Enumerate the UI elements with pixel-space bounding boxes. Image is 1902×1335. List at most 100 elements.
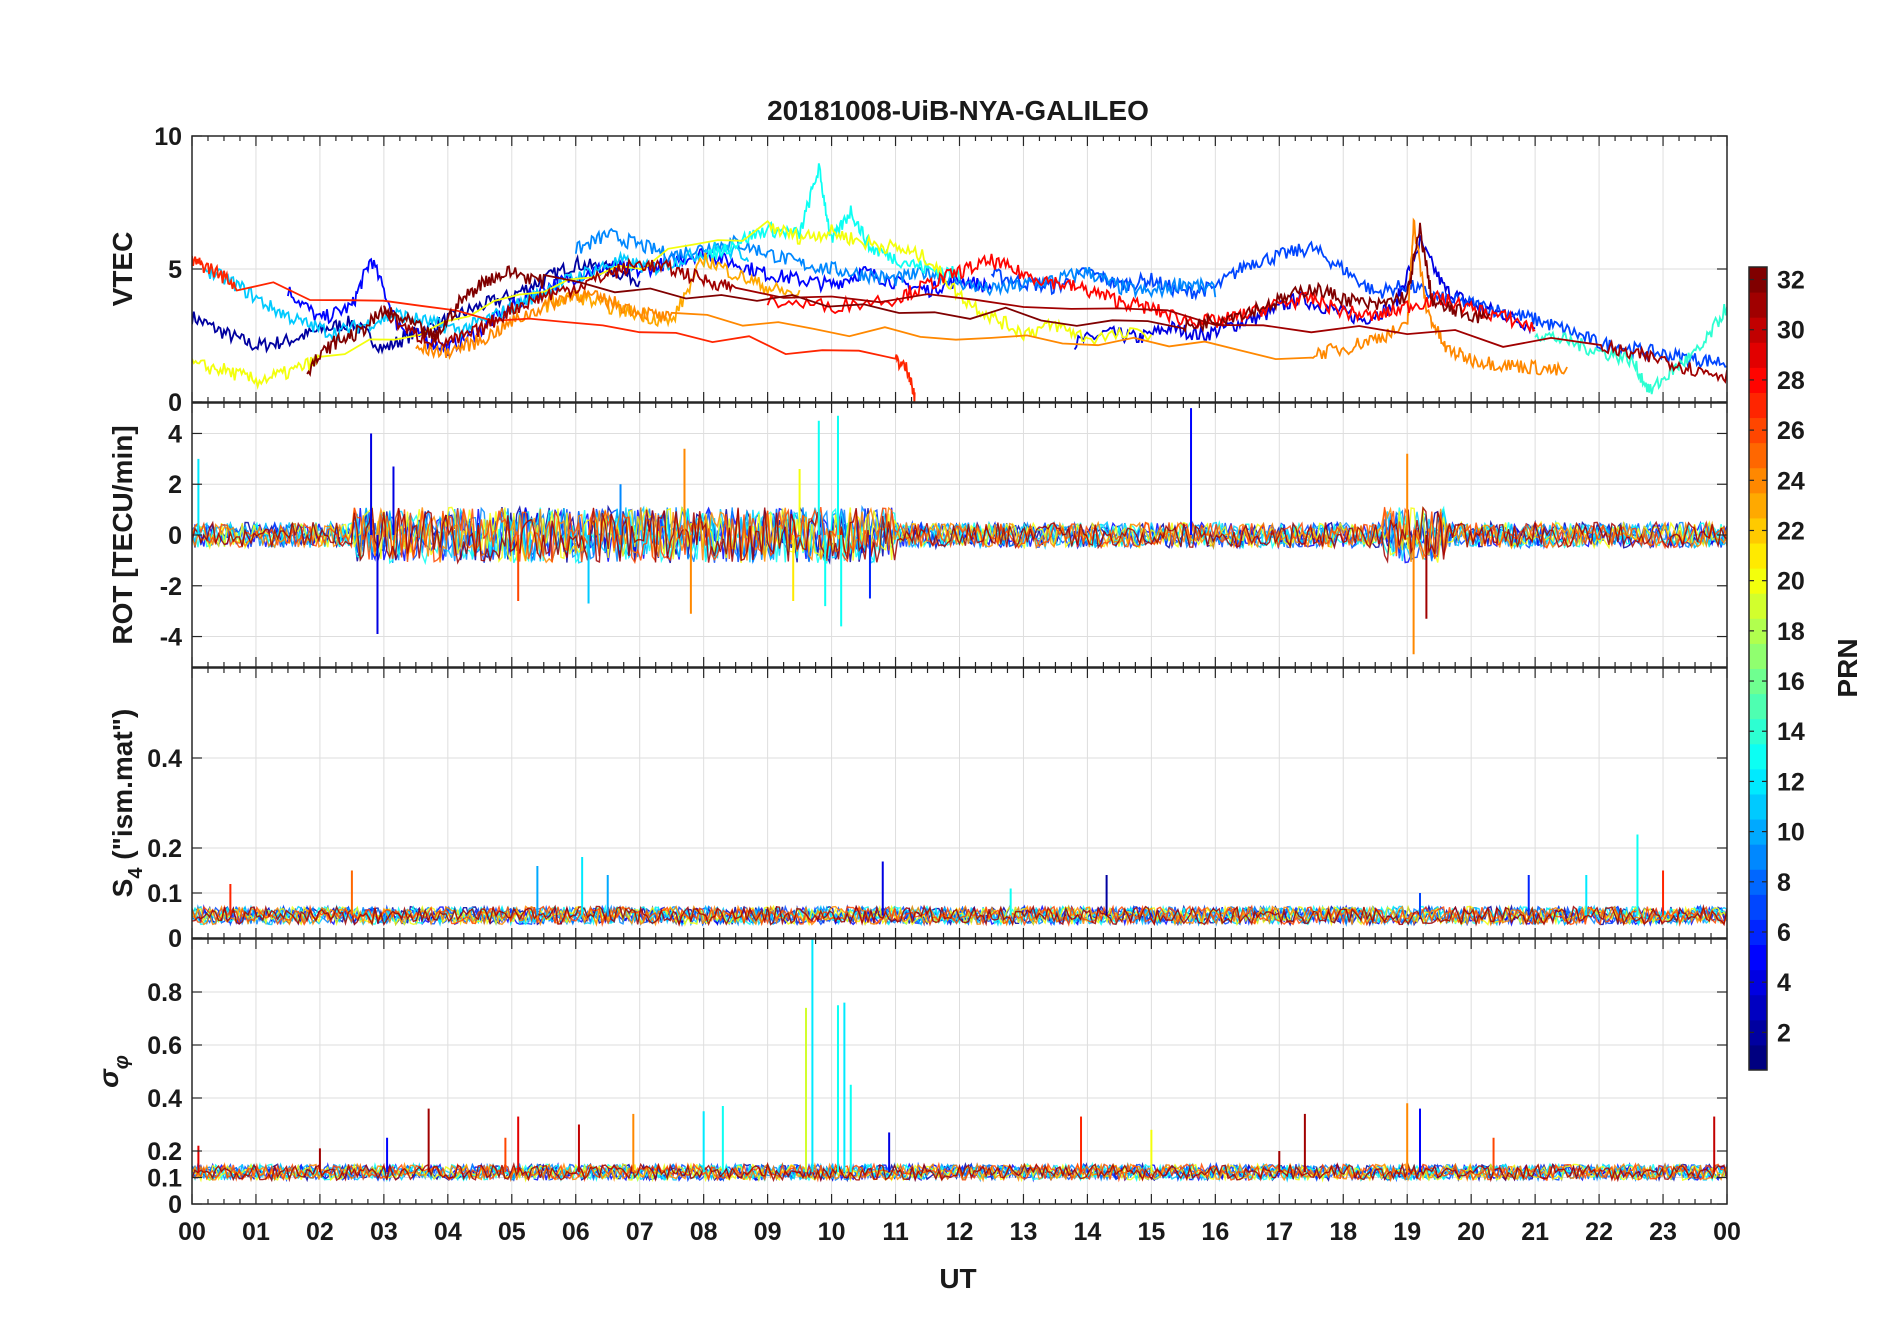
x-tick-label: 01 (242, 1218, 270, 1246)
colorbar-tick-label: 26 (1777, 417, 1805, 445)
x-tick-label: 15 (1137, 1218, 1165, 1246)
y-tick-label: 2 (168, 471, 182, 499)
x-tick-label: 11 (882, 1218, 909, 1246)
y-tick-label: 0.2 (147, 835, 182, 863)
colorbar-tick-label: 6 (1777, 919, 1791, 947)
colorbar-segment (1749, 643, 1767, 669)
x-axis-label: UT (939, 1263, 976, 1294)
y-label-main: S (107, 879, 138, 898)
colorbar-segment (1749, 1019, 1767, 1046)
x-tick-label: 17 (1265, 1218, 1293, 1246)
vtec-series-prn-32 (306, 222, 1491, 378)
x-tick-label: 13 (1010, 1218, 1038, 1246)
x-tick-label: 19 (1393, 1218, 1421, 1246)
vtec-series-prn-28 (766, 253, 1536, 333)
colorbar-segment (1749, 442, 1767, 469)
y-tick-label: 0 (168, 389, 182, 417)
y-axis-label-sigphi: σφ (93, 1055, 133, 1088)
colorbar-tick-label: 2 (1777, 1019, 1791, 1047)
colorbar-segment (1749, 342, 1767, 368)
trace-prn-31 (192, 505, 1727, 565)
vtec-series-prn-23 (542, 252, 801, 328)
trace-prn-31 (192, 1161, 1727, 1183)
vtec-series-prn-4 (1073, 233, 1536, 350)
y-label-subscript: 4 (125, 867, 147, 879)
colorbar-segment (1749, 768, 1767, 795)
x-tick-label: 20 (1457, 1218, 1485, 1246)
colorbar-tick-label: 16 (1777, 668, 1805, 696)
y-tick-label: 0.2 (147, 1138, 182, 1166)
colorbar-tick-label: 10 (1777, 819, 1805, 847)
y-tick-label: 4 (168, 420, 182, 448)
colorbar-label: PRN (1832, 638, 1863, 697)
colorbar-segment (1749, 894, 1767, 920)
colorbar-segment (1749, 819, 1767, 845)
chart-title: 20181008-UiB-NYA-GALILEO (767, 95, 1149, 126)
y-tick-label: 0.8 (147, 979, 182, 1007)
vtec-series-prn-27 (192, 255, 916, 402)
panel-s4: 00.10.20.4S4 ("ism.mat") (107, 667, 1728, 953)
vtec-series-prn-20 (192, 219, 1153, 390)
vtec-series-prn-31 (383, 257, 1727, 384)
colorbar-tick-label: 20 (1777, 568, 1805, 596)
colorbar-segment (1749, 844, 1767, 870)
x-tick-label: 08 (690, 1218, 718, 1246)
colorbar-frame (1748, 266, 1768, 1071)
y-tick-label: 0.1 (147, 880, 182, 908)
colorbar-segment (1749, 367, 1767, 393)
panel-sigphi: 00.10.2 0.4 0.6 0.8 σφ 00 01 02 03 04 05 06 07 08 09 10… (93, 938, 1741, 1246)
x-tick-label: 22 (1585, 1218, 1613, 1246)
colorbar-tick-label: 12 (1777, 768, 1805, 796)
colorbar-segment (1749, 568, 1767, 594)
colorbar-segment (1749, 492, 1767, 519)
colorbar-tick-label: 22 (1777, 517, 1805, 545)
panel-rot: -4 -2 0 2 4 ROT [TECU/min] (107, 402, 1728, 668)
colorbar-segment (1749, 869, 1767, 895)
x-tick-label: 02 (306, 1218, 334, 1246)
colorbar-tick-label: 28 (1777, 367, 1805, 395)
trace-prn-24 (192, 904, 1727, 927)
colorbar-segment (1749, 593, 1767, 619)
y-tick-label: 10 (154, 123, 182, 151)
x-tick-label: 05 (498, 1218, 526, 1246)
y-tick-label: 0 (168, 1191, 182, 1219)
x-tick-label: 06 (562, 1218, 590, 1246)
colorbar-segment (1749, 392, 1767, 419)
vtec-series-prn-24 (415, 217, 1568, 376)
colorbar-segment (1749, 267, 1767, 293)
trace-prn-20 (192, 904, 1727, 927)
trace-prn-26 (192, 1161, 1727, 1183)
colorbar-segment (1749, 668, 1767, 695)
x-tick-label: 21 (1521, 1218, 1549, 1246)
colorbar-segment (1749, 793, 1767, 820)
colorbar-tick-label: 14 (1777, 718, 1805, 746)
y-tick-label: 0.6 (147, 1032, 182, 1060)
vtec-series-prn-7 (990, 240, 1727, 370)
x-tick-label: 16 (1201, 1218, 1229, 1246)
colorbar-tick-label: 4 (1777, 969, 1791, 997)
x-tick-label: 23 (1649, 1218, 1677, 1246)
y-tick-label: 0.4 (147, 745, 182, 773)
x-tick-label: 18 (1329, 1218, 1357, 1246)
y-axis-label-vtec: VTEC (107, 232, 138, 307)
series-group-s4 (192, 834, 1727, 928)
colorbar-segment (1749, 517, 1767, 544)
x-tick-label: 14 (1074, 1218, 1102, 1246)
y-tick-label: 5 (168, 256, 182, 284)
colorbar-tick-label: 18 (1777, 618, 1805, 646)
colorbar-segment (1749, 994, 1767, 1021)
y-label-main: σ (93, 1068, 124, 1088)
colorbar-segment (1749, 718, 1767, 745)
x-tick-label: 10 (818, 1218, 846, 1246)
colorbar-segment (1749, 417, 1767, 444)
vtec-series-prn-9 (574, 227, 1217, 300)
colorbar-segment (1749, 292, 1767, 318)
x-tick-label: 03 (370, 1218, 398, 1246)
y-tick-label: 0.1 (147, 1165, 182, 1193)
colorbar-segment (1749, 1044, 1767, 1071)
x-tick-label: 12 (946, 1218, 974, 1246)
